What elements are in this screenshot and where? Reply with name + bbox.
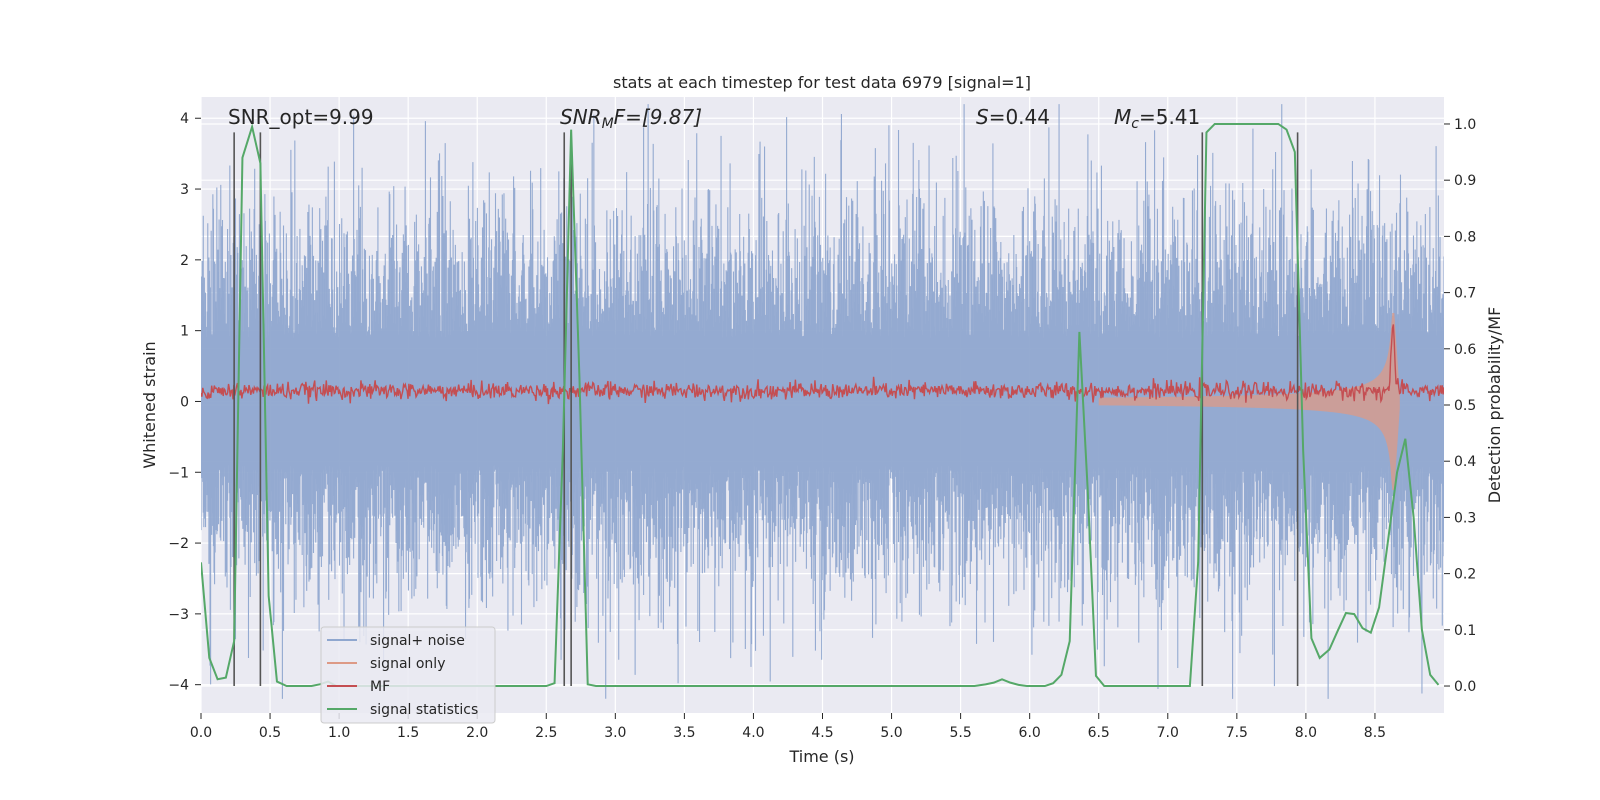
x-tick-label: 4.0	[742, 725, 764, 741]
y-right-tick-label: 0.4	[1454, 454, 1476, 470]
x-tick-label: 2.0	[466, 725, 488, 741]
mf-series	[201, 324, 1444, 405]
snr-mf-var: SNR	[560, 105, 602, 129]
x-tick-label: 0.0	[190, 725, 212, 741]
x-tick-label: 6.0	[1019, 725, 1041, 741]
y-tick-label: 1	[180, 324, 189, 340]
mc-annotation: Mc=5.41	[1114, 105, 1200, 132]
x-tick-label: 5.5	[949, 725, 971, 741]
s-annotation: S=0.44	[976, 105, 1050, 129]
y-axis-ticks: 4 3 2 1 0 −1 −2 −3 −4	[168, 111, 201, 694]
x-tick-label: 8.5	[1364, 725, 1386, 741]
snr-mf-sub: M	[602, 116, 614, 132]
y-right-tick-label: 0.5	[1454, 398, 1476, 414]
legend-box	[320, 626, 496, 724]
x-tick-label: 2.5	[535, 725, 557, 741]
legend: signal+ noise signal only MF signal stat…	[320, 626, 496, 724]
snr-mf-rest: F=[9.87]	[614, 105, 702, 129]
y-right-tick-label: 0.0	[1454, 679, 1476, 695]
x-tick-label: 3.5	[673, 725, 695, 741]
snr-mf-annotation: SNRMF=[9.87]	[560, 105, 702, 132]
y-tick-label: −3	[168, 607, 189, 623]
x-tick-label: 8.0	[1295, 725, 1317, 741]
s-var: S	[976, 105, 989, 129]
mc-rest: =5.41	[1139, 105, 1200, 129]
x-tick-label: 7.5	[1226, 725, 1248, 741]
x-tick-label: 6.5	[1088, 725, 1110, 741]
y-right-tick-label: 0.9	[1454, 173, 1476, 189]
y-right-tick-label: 0.1	[1454, 623, 1476, 639]
y-tick-label: −2	[168, 536, 189, 552]
y-tick-label: 4	[180, 111, 189, 127]
legend-label-signal-only: signal only	[370, 656, 445, 672]
y-right-tick-label: 0.8	[1454, 229, 1476, 245]
y-tick-label: 2	[180, 253, 189, 269]
y-right-tick-label: 0.7	[1454, 286, 1476, 302]
chart-title: stats at each timestep for test data 697…	[613, 73, 1031, 92]
y-right-axis-label: Detection probability/MF	[1485, 307, 1504, 504]
mc-sub: c	[1131, 116, 1139, 132]
x-tick-label: 0.5	[259, 725, 281, 741]
y-axis-label: Whitened strain	[140, 341, 159, 468]
s-rest: =0.44	[989, 105, 1050, 129]
legend-label-signal-statistics: signal statistics	[370, 702, 478, 718]
y-right-tick-label: 0.6	[1454, 342, 1476, 358]
signal-only-series	[1098, 312, 1400, 490]
x-axis-ticks: 0.0 0.5 1.0 1.5 2.0 2.5 3.0 3.5 4.0 4.5 5.0 5.5 6.0 6…	[190, 713, 1386, 741]
signal-statistics-line	[201, 122, 1440, 688]
x-tick-label: 3.0	[604, 725, 626, 741]
signal-only-envelope	[1098, 312, 1400, 490]
y-tick-label: −1	[168, 465, 189, 481]
signal-statistics-series	[201, 122, 1440, 688]
legend-label-mf: MF	[370, 679, 390, 695]
x-tick-label: 1.0	[328, 725, 350, 741]
x-tick-label: 4.5	[811, 725, 833, 741]
x-tick-label: 1.5	[397, 725, 419, 741]
y-tick-label: −4	[168, 678, 189, 694]
y-right-tick-label: 1.0	[1454, 117, 1476, 133]
x-tick-label: 5.0	[880, 725, 902, 741]
y-right-tick-label: 0.2	[1454, 567, 1476, 583]
y-tick-label: 0	[180, 394, 189, 410]
legend-label-signal-noise: signal+ noise	[370, 633, 465, 649]
y-right-tick-label: 0.3	[1454, 510, 1476, 526]
mc-var: M	[1114, 105, 1131, 129]
y-right-axis-ticks: 1.0 0.9 0.8 0.7 0.6 0.5 0.4 0.3 0.2 0.1 0.0	[1444, 117, 1476, 695]
mf-trace	[201, 324, 1444, 405]
y-tick-label: 3	[180, 182, 189, 198]
x-axis-label: Time (s)	[788, 747, 854, 766]
snr-opt-annotation: SNR_opt=9.99	[228, 105, 374, 129]
x-tick-label: 7.0	[1157, 725, 1179, 741]
